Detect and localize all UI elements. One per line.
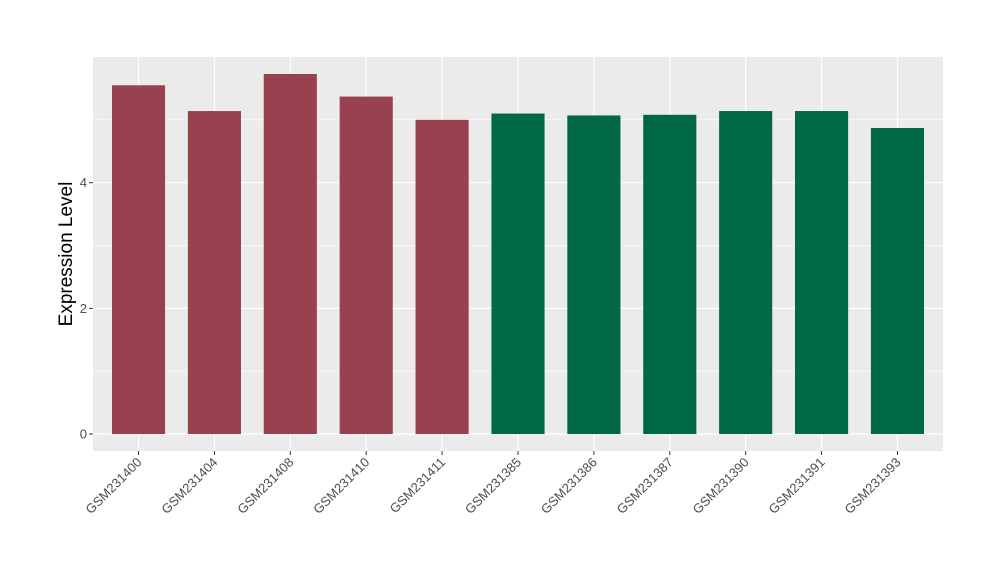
x-tick-label: GSM231400 [82,455,144,517]
x-tick-label: GSM231393 [841,455,903,517]
bar-GSM231390 [719,111,773,435]
y-tick-label: 4 [80,175,87,190]
bar-GSM231404 [187,111,241,435]
y-axis: 0 2 4 [80,175,93,442]
x-tick-label: GSM231411 [387,455,449,517]
bars [111,73,925,435]
y-tick-label: 2 [80,301,87,316]
x-tick-label: GSM231387 [614,455,676,517]
y-tick-label: 0 [80,427,87,442]
bar-GSM231411 [415,119,469,435]
x-tick-label: GSM231391 [765,455,827,517]
bar-GSM231393 [870,128,925,435]
x-tick-label: GSM231404 [158,455,220,517]
x-tick-label: GSM231390 [690,455,752,517]
x-tick-label: GSM231385 [462,455,524,517]
bar-GSM231391 [795,111,849,435]
bar-GSM231410 [339,96,393,435]
bar-GSM231387 [643,114,697,435]
x-axis: GSM231400 GSM231404 GSM231408 GSM231410 GSM2… [82,451,904,517]
x-tick-label: GSM231408 [234,455,296,517]
x-tick-label: GSM231386 [538,455,600,517]
bar-GSM231386 [567,115,621,435]
bar-GSM231385 [491,113,545,435]
x-tick-label: GSM231410 [310,455,372,517]
y-axis-title: Expression Level [56,182,77,327]
bar-GSM231408 [263,73,317,435]
bar-GSM231400 [111,85,166,435]
